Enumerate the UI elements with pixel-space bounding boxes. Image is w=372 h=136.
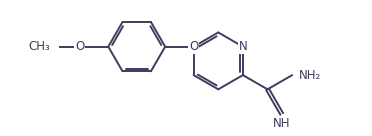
Text: O: O	[75, 40, 84, 53]
Text: NH₂: NH₂	[299, 69, 321, 82]
Text: N: N	[238, 40, 247, 53]
Text: O: O	[189, 40, 198, 53]
Text: NH: NH	[273, 117, 291, 130]
Text: CH₃: CH₃	[28, 40, 50, 53]
